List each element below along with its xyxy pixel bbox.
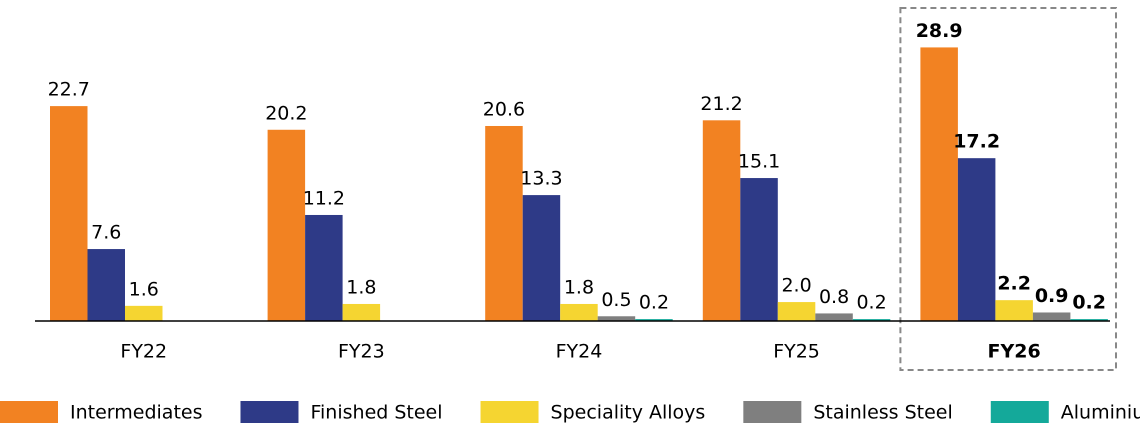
data-label: 1.6: [129, 278, 159, 300]
bar: [852, 319, 891, 321]
data-label: 20.2: [265, 102, 307, 124]
bar: [957, 158, 996, 321]
bar: [125, 305, 163, 321]
data-label: 0.9: [1035, 285, 1069, 307]
x-tick-label: FY24: [556, 341, 603, 363]
data-label: 22.7: [48, 79, 90, 101]
bar: [1032, 312, 1071, 321]
bar: [522, 195, 561, 321]
bar: [740, 178, 778, 321]
bar: [560, 303, 598, 321]
bar: [635, 319, 673, 321]
legend-label: Stainless Steel: [813, 402, 952, 424]
x-tick-label: FY22: [120, 341, 167, 363]
legend-swatch: [990, 401, 1049, 423]
legend-label: Aluminium: [1061, 402, 1140, 424]
legend-label: Speciality Alloys: [551, 402, 706, 424]
bar: [267, 129, 306, 321]
data-label: 2.2: [997, 273, 1031, 295]
bar: [995, 300, 1033, 321]
data-label: 0.5: [601, 289, 631, 311]
data-label: 20.6: [483, 98, 525, 120]
data-label: 0.2: [1072, 292, 1106, 314]
data-label: 28.9: [916, 20, 963, 42]
bar: [597, 316, 636, 321]
bar: [777, 302, 816, 321]
bar: [305, 214, 343, 321]
legend-swatch: [743, 401, 802, 423]
data-label: 1.8: [564, 276, 594, 298]
bar: [50, 106, 88, 322]
bar: [342, 303, 381, 321]
legend-swatch: [0, 401, 58, 423]
legend-label: Finished Steel: [310, 402, 442, 424]
data-label: 21.2: [700, 93, 742, 115]
legend-swatch: [480, 401, 539, 423]
bar: [1070, 319, 1108, 321]
data-label: 1.8: [346, 276, 376, 298]
data-label: 0.2: [856, 292, 886, 314]
data-label: 13.3: [520, 168, 562, 190]
data-label: 11.2: [303, 187, 345, 209]
bar: [485, 125, 523, 321]
bar: [920, 47, 958, 322]
data-label: 2.0: [781, 275, 811, 297]
x-tick-label: FY26: [988, 341, 1041, 363]
data-label: 17.2: [953, 131, 1000, 153]
bar: [815, 313, 853, 321]
legend-label: Intermediates: [70, 402, 202, 424]
data-label: 15.1: [738, 151, 780, 173]
data-label: 7.6: [91, 222, 121, 244]
data-label: 0.2: [639, 292, 669, 314]
x-tick-label: FY23: [338, 341, 385, 363]
bar: [702, 120, 741, 321]
bar: [87, 249, 125, 321]
x-tick-label: FY25: [773, 341, 820, 363]
data-label: 0.8: [819, 286, 849, 308]
highlight-box: [899, 7, 1118, 371]
legend-swatch: [240, 401, 299, 423]
